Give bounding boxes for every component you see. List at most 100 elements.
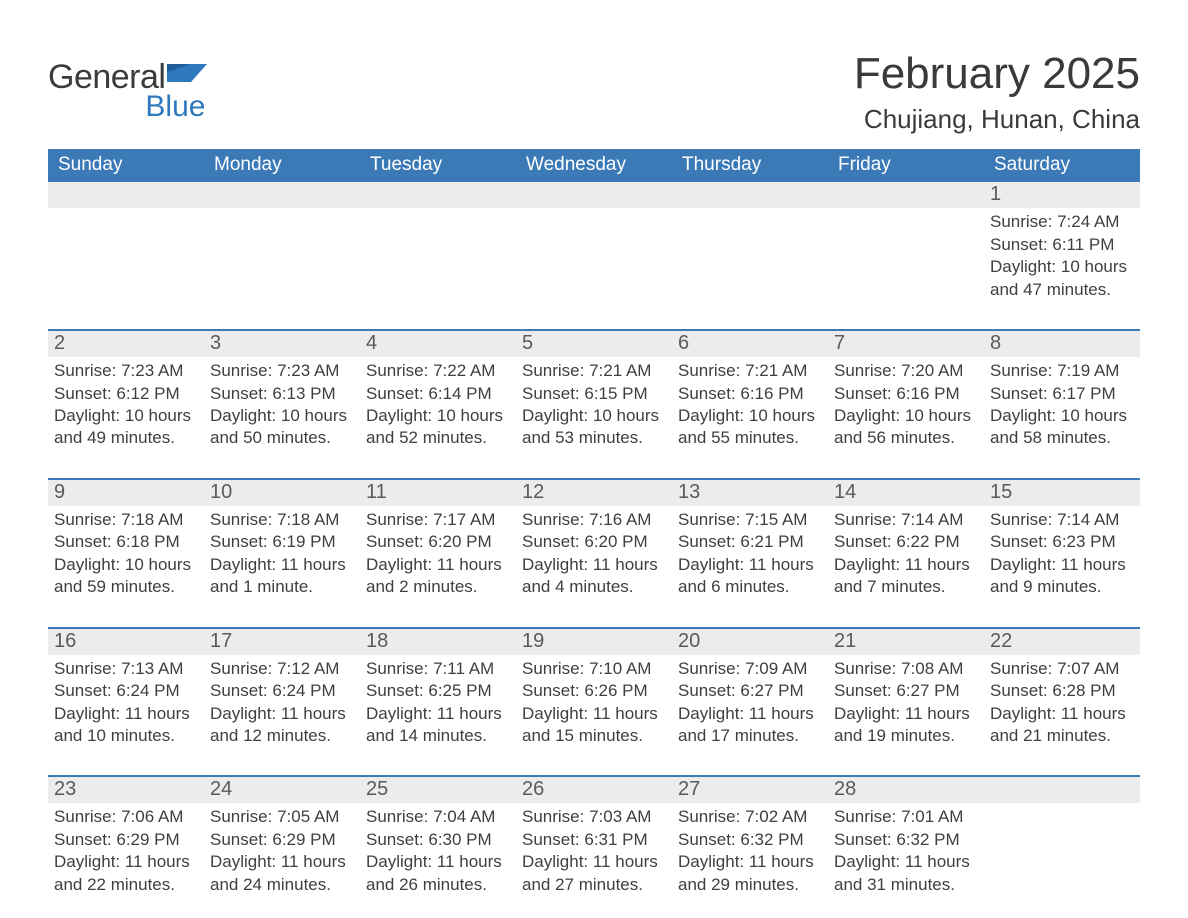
sunrise-line: Sunrise: 7:16 AM (522, 509, 666, 531)
sunrise-line: Sunrise: 7:04 AM (366, 806, 510, 828)
daylight-line: Daylight: 11 hours and 7 minutes. (834, 554, 978, 599)
day-number: 19 (516, 629, 672, 655)
daylight-line: Daylight: 11 hours and 1 minute. (210, 554, 354, 599)
day-number: 11 (360, 480, 516, 506)
sunrise-line: Sunrise: 7:19 AM (990, 360, 1134, 382)
day-number-row (48, 182, 204, 208)
day-details: Sunrise: 7:11 AMSunset: 6:25 PMDaylight:… (362, 655, 510, 748)
sunset-line: Sunset: 6:27 PM (834, 680, 978, 702)
day-number-row: 14 (828, 480, 984, 506)
day-number: 1 (984, 182, 1140, 208)
sunset-line: Sunset: 6:23 PM (990, 531, 1134, 553)
sunset-line: Sunset: 6:14 PM (366, 383, 510, 405)
weekday-header: Saturday (984, 149, 1140, 182)
day-number: 6 (672, 331, 828, 357)
day-number-row: 3 (204, 331, 360, 357)
sunrise-line: Sunrise: 7:14 AM (834, 509, 978, 531)
sunrise-line: Sunrise: 7:12 AM (210, 658, 354, 680)
day-number: 23 (48, 777, 204, 803)
day-cell: 20Sunrise: 7:09 AMSunset: 6:27 PMDayligh… (672, 629, 828, 748)
daylight-line: Daylight: 11 hours and 29 minutes. (678, 851, 822, 896)
daylight-line: Daylight: 11 hours and 31 minutes. (834, 851, 978, 896)
day-number (360, 182, 516, 208)
sunrise-line: Sunrise: 7:03 AM (522, 806, 666, 828)
day-details: Sunrise: 7:17 AMSunset: 6:20 PMDaylight:… (362, 506, 510, 599)
day-number: 22 (984, 629, 1140, 655)
day-details: Sunrise: 7:19 AMSunset: 6:17 PMDaylight:… (986, 357, 1134, 450)
day-number: 26 (516, 777, 672, 803)
daylight-line: Daylight: 10 hours and 55 minutes. (678, 405, 822, 450)
day-number-row: 11 (360, 480, 516, 506)
day-number: 8 (984, 331, 1140, 357)
day-number-row: 23 (48, 777, 204, 803)
day-cell-empty (828, 182, 984, 301)
weekday-header: Wednesday (516, 149, 672, 182)
day-details: Sunrise: 7:13 AMSunset: 6:24 PMDaylight:… (50, 655, 198, 748)
day-cell: 18Sunrise: 7:11 AMSunset: 6:25 PMDayligh… (360, 629, 516, 748)
day-cell: 24Sunrise: 7:05 AMSunset: 6:29 PMDayligh… (204, 777, 360, 896)
brand-flag-icon (167, 60, 207, 87)
day-cell: 10Sunrise: 7:18 AMSunset: 6:19 PMDayligh… (204, 480, 360, 599)
day-cell: 5Sunrise: 7:21 AMSunset: 6:15 PMDaylight… (516, 331, 672, 450)
sunrise-line: Sunrise: 7:06 AM (54, 806, 198, 828)
day-cell: 23Sunrise: 7:06 AMSunset: 6:29 PMDayligh… (48, 777, 204, 896)
day-number-row: 13 (672, 480, 828, 506)
daylight-line: Daylight: 11 hours and 26 minutes. (366, 851, 510, 896)
day-details: Sunrise: 7:05 AMSunset: 6:29 PMDaylight:… (206, 803, 354, 896)
day-cell: 16Sunrise: 7:13 AMSunset: 6:24 PMDayligh… (48, 629, 204, 748)
sunset-line: Sunset: 6:27 PM (678, 680, 822, 702)
month-title: February 2025 (854, 50, 1140, 98)
day-cell: 21Sunrise: 7:08 AMSunset: 6:27 PMDayligh… (828, 629, 984, 748)
sunrise-line: Sunrise: 7:14 AM (990, 509, 1134, 531)
day-number: 4 (360, 331, 516, 357)
sunrise-line: Sunrise: 7:22 AM (366, 360, 510, 382)
week-row: 1Sunrise: 7:24 AMSunset: 6:11 PMDaylight… (48, 182, 1140, 301)
day-number-row: 22 (984, 629, 1140, 655)
brand-logo: General Blue (48, 50, 207, 124)
day-details: Sunrise: 7:08 AMSunset: 6:27 PMDaylight:… (830, 655, 978, 748)
sunset-line: Sunset: 6:32 PM (678, 829, 822, 851)
daylight-line: Daylight: 11 hours and 4 minutes. (522, 554, 666, 599)
day-cell: 4Sunrise: 7:22 AMSunset: 6:14 PMDaylight… (360, 331, 516, 450)
sunset-line: Sunset: 6:29 PM (54, 829, 198, 851)
day-number-row (984, 777, 1140, 803)
day-cell: 13Sunrise: 7:15 AMSunset: 6:21 PMDayligh… (672, 480, 828, 599)
header: General Blue February 2025 Chujiang, Hun… (48, 50, 1140, 135)
daylight-line: Daylight: 10 hours and 47 minutes. (990, 256, 1134, 301)
day-cell-empty (360, 182, 516, 301)
sunrise-line: Sunrise: 7:01 AM (834, 806, 978, 828)
sunset-line: Sunset: 6:13 PM (210, 383, 354, 405)
daylight-line: Daylight: 11 hours and 14 minutes. (366, 703, 510, 748)
daylight-line: Daylight: 10 hours and 49 minutes. (54, 405, 198, 450)
title-block: February 2025 Chujiang, Hunan, China (854, 50, 1140, 135)
daylight-line: Daylight: 11 hours and 24 minutes. (210, 851, 354, 896)
day-number-row: 5 (516, 331, 672, 357)
day-number: 12 (516, 480, 672, 506)
week-row: 23 Sunrise: 7:06 AMSunset: 6:29 PM Dayligh… (48, 775, 1140, 896)
day-details: Sunrise: 7:22 AMSunset: 6:14 PMDaylight:… (362, 357, 510, 450)
sunset-line: Sunset: 6:31 PM (522, 829, 666, 851)
daylight-line: Daylight: 11 hours and 2 minutes. (366, 554, 510, 599)
day-number: 5 (516, 331, 672, 357)
day-cell: 12Sunrise: 7:16 AMSunset: 6:20 PMDayligh… (516, 480, 672, 599)
daylight-line: Daylight: 11 hours and 10 minutes. (54, 703, 198, 748)
day-number: 18 (360, 629, 516, 655)
sunset-line: Sunset: 6:19 PM (210, 531, 354, 553)
sunset-line: Sunset: 6:28 PM (990, 680, 1134, 702)
day-number-row: 10 (204, 480, 360, 506)
day-cell: 15Sunrise: 7:14 AMSunset: 6:23 PMDayligh… (984, 480, 1140, 599)
day-number-row (360, 182, 516, 208)
day-number (204, 182, 360, 208)
day-details: Sunrise: 7:23 AMSunset: 6:13 PMDaylight:… (206, 357, 354, 450)
day-details: Sunrise: 7:01 AMSunset: 6:32 PMDaylight:… (830, 803, 978, 896)
day-number-row: 18 (360, 629, 516, 655)
sunrise-line: Sunrise: 7:10 AM (522, 658, 666, 680)
day-number (516, 182, 672, 208)
weekday-header: Thursday (672, 149, 828, 182)
day-details: Sunrise: 7:04 AMSunset: 6:30 PMDaylight:… (362, 803, 510, 896)
day-number-row: 28 (828, 777, 984, 803)
sunrise-line: Sunrise: 7:02 AM (678, 806, 822, 828)
sunset-line: Sunset: 6:16 PM (678, 383, 822, 405)
day-cell-empty (672, 182, 828, 301)
sunrise-line: Sunrise: 7:07 AM (990, 658, 1134, 680)
